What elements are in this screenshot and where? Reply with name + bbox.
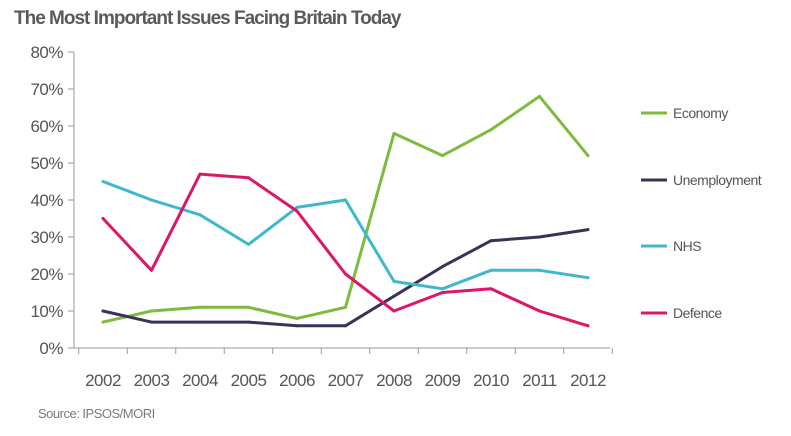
legend-label-defence: Defence <box>673 305 722 321</box>
y-tick-label: 60% <box>30 117 63 136</box>
data-point-economy <box>344 305 347 309</box>
source-note: Source: IPSOS/MORI <box>38 406 155 421</box>
x-tick-label: 2007 <box>328 371 364 390</box>
x-tick-label: 2008 <box>376 371 412 390</box>
series-line-economy <box>101 94 590 324</box>
data-point-nhs <box>489 268 493 272</box>
data-point-nhs <box>538 268 541 272</box>
chart-title: The Most Important Issues Facing Britain… <box>14 8 401 29</box>
x-tick-label: 2003 <box>134 371 170 390</box>
y-tick-label: 20% <box>30 265 63 284</box>
x-tick-label: 2004 <box>182 371 218 390</box>
data-point-unemployment <box>344 324 347 328</box>
data-point-economy <box>295 316 299 320</box>
data-point-economy <box>392 131 396 135</box>
data-point-unemployment <box>489 239 493 243</box>
data-point-defence <box>344 272 347 276</box>
x-tick-label: 2009 <box>425 371 461 390</box>
data-point-economy <box>247 305 250 309</box>
data-point-unemployment <box>392 294 396 298</box>
data-point-economy <box>101 320 105 324</box>
data-point-nhs <box>198 213 202 217</box>
data-point-economy <box>150 309 153 313</box>
data-point-unemployment <box>247 320 250 324</box>
y-tick-label: 0% <box>39 339 63 358</box>
series-line-unemployment <box>101 228 590 328</box>
data-point-unemployment <box>101 309 105 313</box>
legend-label-unemployment: Unemployment <box>673 172 762 188</box>
data-point-nhs <box>344 198 347 202</box>
data-point-defence <box>586 324 590 328</box>
x-tick-label: 2002 <box>85 371 121 390</box>
y-tick-label: 50% <box>30 154 63 173</box>
data-point-nhs <box>295 205 299 209</box>
x-tick-label: 2011 <box>522 371 557 390</box>
data-point-economy <box>198 305 202 309</box>
data-point-nhs <box>150 198 153 202</box>
data-point-nhs <box>586 276 590 280</box>
data-point-defence <box>101 217 105 220</box>
data-point-unemployment <box>538 235 541 239</box>
legend-label-nhs: NHS <box>673 238 701 254</box>
y-tick-label: 30% <box>30 228 63 247</box>
data-point-nhs <box>101 180 105 183</box>
data-point-nhs <box>247 242 250 246</box>
data-point-economy <box>441 154 444 158</box>
data-point-defence <box>392 309 396 313</box>
y-tick-label: 40% <box>30 191 63 210</box>
data-point-unemployment <box>586 228 590 232</box>
data-point-defence <box>295 209 299 213</box>
data-point-defence <box>441 291 444 294</box>
y-tick-label: 80% <box>30 43 63 62</box>
data-point-defence <box>198 172 202 176</box>
data-point-nhs <box>392 279 396 283</box>
x-tick-label: 2006 <box>279 371 315 390</box>
data-point-defence <box>247 176 250 180</box>
x-tick-label: 2005 <box>231 371 267 390</box>
data-point-unemployment <box>150 320 153 324</box>
x-tick-label: 2010 <box>473 371 509 390</box>
data-point-defence <box>538 309 541 313</box>
x-tick-label: 2012 <box>570 371 606 390</box>
data-point-economy <box>538 94 541 98</box>
legend-label-economy: Economy <box>673 105 728 121</box>
data-point-economy <box>586 154 590 158</box>
data-point-unemployment <box>198 320 202 324</box>
data-point-nhs <box>441 287 444 291</box>
data-point-defence <box>489 287 493 291</box>
data-point-defence <box>150 268 153 272</box>
data-point-unemployment <box>295 324 299 328</box>
y-tick-label: 10% <box>30 302 63 321</box>
data-point-unemployment <box>441 265 444 269</box>
y-tick-label: 70% <box>30 80 63 99</box>
data-point-economy <box>489 128 493 132</box>
